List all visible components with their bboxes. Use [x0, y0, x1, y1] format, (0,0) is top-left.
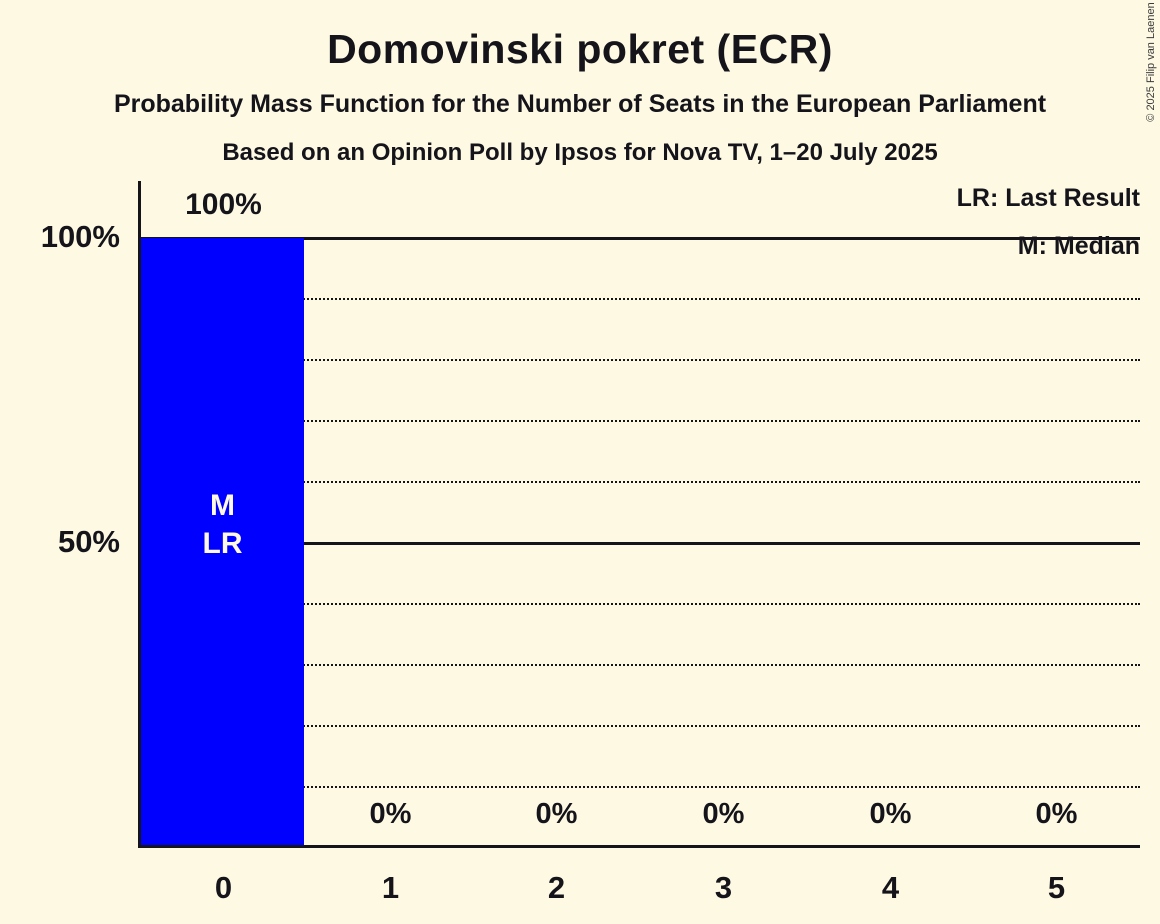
chart-title: Domovinski pokret (ECR): [327, 26, 833, 72]
gridline-20pct: [140, 725, 1140, 727]
gridline-70pct: [140, 420, 1140, 422]
gridline-80pct: [140, 359, 1140, 361]
bar-value-label-seat-2: 0%: [535, 798, 578, 830]
gridline-40pct: [140, 603, 1140, 605]
x-axis-tick-1: 1: [381, 870, 400, 905]
gridline-50pct: [140, 542, 1140, 545]
y-axis-label-50: 50%: [57, 524, 120, 559]
bar-seat-0: M LR: [141, 238, 304, 846]
gridline-90pct: [140, 298, 1140, 300]
y-axis-label-100: 100%: [40, 219, 120, 254]
x-axis-tick-2: 2: [547, 870, 566, 905]
gridline-100pct: [140, 237, 1140, 240]
copyright-notice: © 2025 Filip van Laenen: [1145, 2, 1157, 122]
bar-annotation: M LR: [141, 487, 304, 563]
bar-value-label-seat-4: 0%: [869, 798, 912, 830]
chart-subtitle: Probability Mass Function for the Number…: [113, 90, 1047, 118]
gridline-30pct: [140, 664, 1140, 666]
legend-last-result: LR: Last Result: [956, 184, 1140, 212]
last-result-marker: LR: [202, 527, 243, 560]
bar-value-label-seat-1: 0%: [369, 798, 412, 830]
x-axis-tick-5: 5: [1047, 870, 1066, 905]
x-axis-tick-4: 4: [881, 870, 900, 905]
bar-value-label-seat-0: 100%: [185, 188, 262, 221]
bar-value-label-seat-3: 0%: [702, 798, 745, 830]
x-axis-tick-0: 0: [214, 870, 233, 905]
bar-value-label-seat-5: 0%: [1035, 798, 1078, 830]
x-axis-tick-3: 3: [714, 870, 733, 905]
y-axis-line: [138, 181, 141, 848]
gridline-60pct: [140, 481, 1140, 483]
x-axis-line: [138, 845, 1140, 848]
legend-median: M: Median: [1017, 232, 1140, 260]
chart-source-line: Based on an Opinion Poll by Ipsos for No…: [222, 139, 938, 166]
gridline-10pct: [140, 786, 1140, 788]
median-marker: M: [210, 489, 235, 522]
